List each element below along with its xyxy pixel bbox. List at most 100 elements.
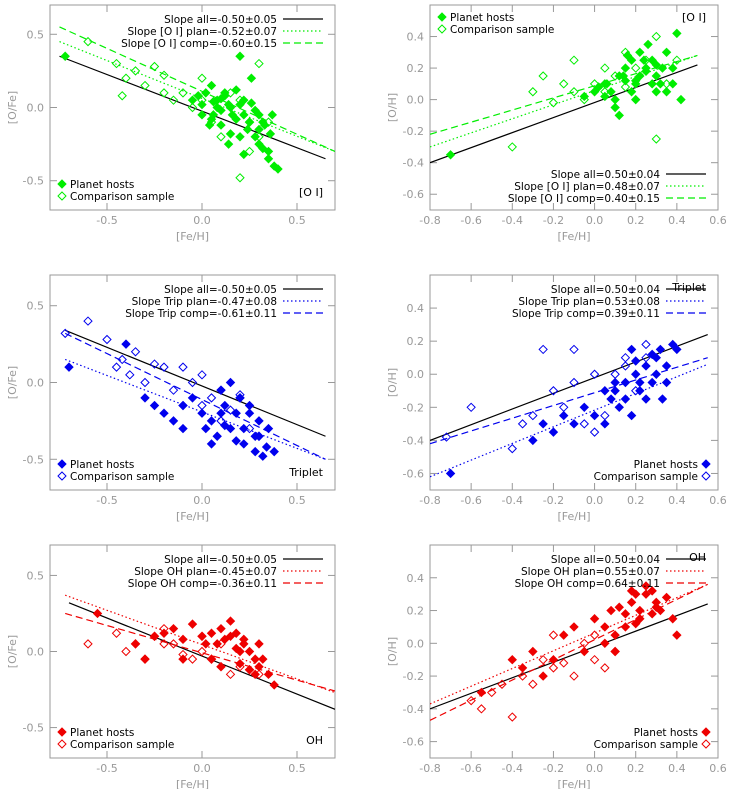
planet-host-point (631, 618, 641, 629)
fit-legend-text: Slope OH plan=0.55±0.07 (521, 566, 660, 578)
planet-host-point (206, 416, 217, 426)
comparison-point (111, 628, 122, 638)
planet-host-point (517, 663, 528, 673)
planet-host-point (655, 344, 666, 355)
comparison-point (197, 631, 207, 641)
fit-legend-text: Slope OH comp=0.64±0.11 (515, 578, 660, 590)
planet-host-point (244, 408, 255, 418)
planet-host-point (254, 139, 264, 149)
comparison-point (216, 639, 226, 649)
planet-host-point (216, 662, 226, 672)
planet-host-point (661, 361, 672, 371)
planet-host-point (641, 361, 651, 371)
planet-host-point (239, 634, 249, 645)
x-axis-label: [Fe/H] (557, 510, 590, 523)
comparison-point (641, 339, 651, 350)
legend-label: Planet hosts (450, 12, 514, 24)
comparison-point (168, 95, 179, 105)
y-tick-label: 0.0 (27, 646, 45, 659)
comparison-point (83, 316, 93, 326)
planet-host-point (618, 71, 629, 81)
planet-host-point (528, 435, 538, 446)
planet-host-point (242, 124, 253, 135)
planet-host-point (197, 631, 207, 641)
planet-host-point (265, 129, 276, 139)
x-tick-label: -0.2 (543, 762, 564, 775)
planet-host-point (178, 400, 188, 411)
comparison-point (600, 63, 610, 73)
x-tick-label: 0.2 (627, 214, 645, 227)
comparison-point (548, 630, 559, 640)
fit-legend-text: Slope [O I] plan=-0.52±0.07 (127, 26, 277, 38)
planet-host-point (600, 91, 610, 102)
planet-host-point (168, 416, 179, 426)
planet-host-point (600, 622, 610, 632)
planet-host-point (672, 344, 682, 355)
planet-host-point (206, 439, 217, 449)
comparison-point (517, 671, 528, 681)
planet-host-point (235, 51, 245, 61)
fit-legend-text: Slope Trip plan=-0.47±0.08 (132, 296, 277, 308)
comparison-point (102, 334, 112, 345)
plot-area (430, 333, 708, 479)
planet-host-point (149, 631, 160, 641)
comparison-point (254, 669, 264, 680)
fit-legend-text: Slope all=0.50±0.04 (551, 169, 660, 181)
planet-host-point (235, 658, 245, 669)
comparison-point (528, 410, 538, 421)
x-tick-label: 0.6 (709, 494, 727, 507)
y-tick-label: 0.4 (407, 31, 425, 44)
planet-host-point (668, 63, 678, 73)
planet-host-point (651, 87, 661, 97)
planet-host-point (178, 634, 188, 645)
comparison-point (168, 385, 179, 395)
planet-host-point (507, 654, 517, 665)
legend-marker (701, 459, 711, 469)
comparison-point (159, 639, 169, 649)
planet-host-point (661, 47, 672, 58)
comparison-point (476, 704, 487, 714)
comparison-point (528, 87, 538, 97)
planet-host-point (168, 623, 179, 634)
x-tick-label: -0.4 (502, 494, 523, 507)
planet-host-point (622, 50, 633, 61)
fit-legend-text: Slope all=-0.50±0.05 (164, 554, 277, 566)
planet-host-point (206, 80, 217, 91)
planet-host-point (635, 377, 645, 388)
planet-host-point (655, 79, 666, 89)
comparison-point (263, 117, 274, 127)
comparison-point (569, 344, 579, 355)
planet-host-point (244, 117, 255, 127)
planet-host-point (620, 394, 631, 404)
planet-host-point (273, 164, 283, 174)
x-tick-label: -0.6 (460, 494, 481, 507)
x-axis-label: [Fe/H] (176, 230, 209, 243)
planet-host-point (589, 87, 600, 97)
comparison-point (651, 134, 661, 144)
comparison-point (130, 347, 141, 357)
planet-host-point (635, 47, 645, 58)
y-tick-label: -0.2 (403, 401, 424, 414)
comparison-point (197, 646, 207, 657)
y-tick-label: -0.2 (403, 125, 424, 138)
comparison-point (235, 390, 245, 400)
y-tick-label: 0.2 (407, 605, 425, 618)
planet-host-point (610, 630, 620, 640)
panel-5: -0.5 0.0 0.5 -0.5 0.0 0.5 [Fe/H] [O/Fe] Slope al… (6, 544, 336, 789)
planet-host-point (269, 446, 279, 457)
planet-host-point (626, 597, 637, 608)
planet-host-point (538, 419, 548, 429)
comparison-point (60, 328, 70, 339)
planet-host-point (206, 628, 217, 638)
comparison-point (466, 695, 476, 706)
y-tick-label: 0.0 (27, 102, 45, 115)
planet-host-point (589, 410, 600, 421)
plot-area (64, 594, 335, 710)
planet-host-point (647, 586, 657, 596)
legend-label: Comparison sample (70, 471, 174, 483)
planet-host-point (239, 149, 249, 160)
comparison-point (178, 362, 188, 372)
x-tick-label: -0.4 (502, 214, 523, 227)
